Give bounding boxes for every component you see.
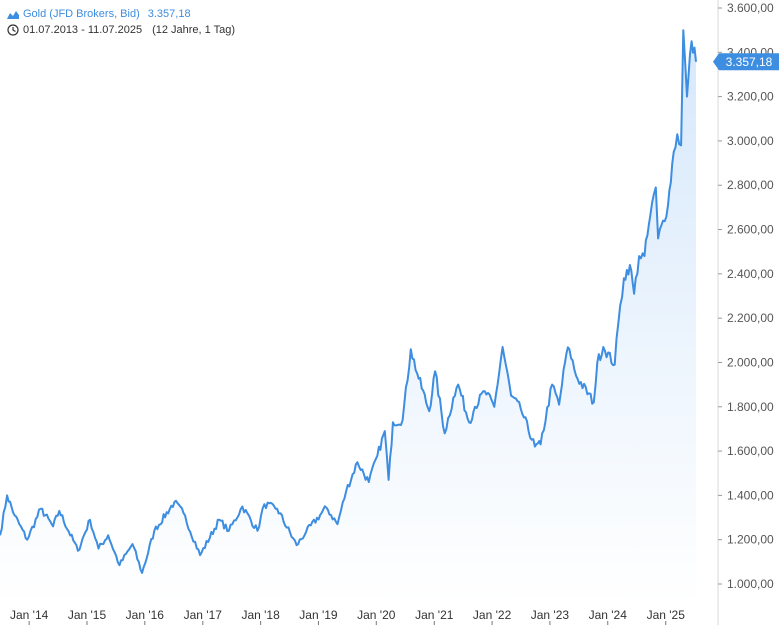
x-tick-label: Jan '19: [299, 608, 338, 622]
series-name: Gold (JFD Brokers, Bid): [23, 8, 140, 20]
y-tick-label: 2.600,00: [727, 223, 774, 237]
last-value-badge: 3.357,18: [713, 53, 779, 71]
y-tick-label: 2.800,00: [727, 178, 774, 192]
price-line: [0, 29, 697, 574]
legend-series-row[interactable]: Gold (JFD Brokers, Bid) 3.357,18: [7, 6, 235, 22]
date-range: 01.07.2013 - 11.07.2025: [23, 24, 143, 36]
y-tick-label: 1.600,00: [727, 444, 774, 458]
series-last-value: 3.357,18: [147, 8, 191, 20]
y-tick-label: 3.200,00: [727, 90, 774, 104]
x-tick-label: Jan '22: [473, 608, 512, 622]
y-tick-label: 1.000,00: [727, 577, 774, 591]
y-axis: 1.000,00 1.200,00 1.400,00 1.600,00 1.800,00…: [717, 0, 774, 625]
x-tick-label: Jan '23: [531, 608, 570, 622]
y-tick-label: 2.400,00: [727, 267, 774, 281]
y-tick-label: 2.200,00: [727, 311, 774, 325]
x-tick-label: Jan '16: [126, 608, 165, 622]
range-span: (12 Jahre, 1 Tag): [152, 24, 236, 36]
x-tick-label: Jan '15: [68, 608, 107, 622]
y-tick-label: 2.000,00: [727, 355, 774, 369]
x-tick-label: Jan '18: [241, 608, 280, 622]
chart-legend: Gold (JFD Brokers, Bid) 3.357,18 01.07.2…: [7, 6, 235, 38]
x-tick-label: Jan '24: [589, 608, 628, 622]
area-chart-icon: [7, 11, 19, 19]
y-tick-label: 1.200,00: [727, 533, 774, 547]
price-area: [0, 30, 696, 606]
last-value-badge-shape: [713, 53, 779, 71]
legend-range-row: 01.07.2013 - 11.07.2025 (12 Jahre, 1 Tag…: [7, 22, 235, 38]
x-tick-label: Jan '14: [10, 608, 49, 622]
y-tick-label: 3.000,00: [727, 134, 774, 148]
y-tick-label: 1.400,00: [727, 488, 774, 502]
clock-icon: [7, 24, 19, 36]
y-tick-label: 1.800,00: [727, 400, 774, 414]
x-tick-label: Jan '21: [415, 608, 454, 622]
x-tick-label: Jan '20: [357, 608, 396, 622]
x-tick-label: Jan '25: [647, 608, 686, 622]
x-tick-label: Jan '17: [184, 608, 223, 622]
x-axis: Jan '14 Jan '15 Jan '16 Jan '17 Jan '18 Jan '…: [10, 608, 685, 625]
last-value-label: 3.357,18: [726, 55, 773, 69]
y-tick-label: 3.600,00: [727, 1, 774, 15]
